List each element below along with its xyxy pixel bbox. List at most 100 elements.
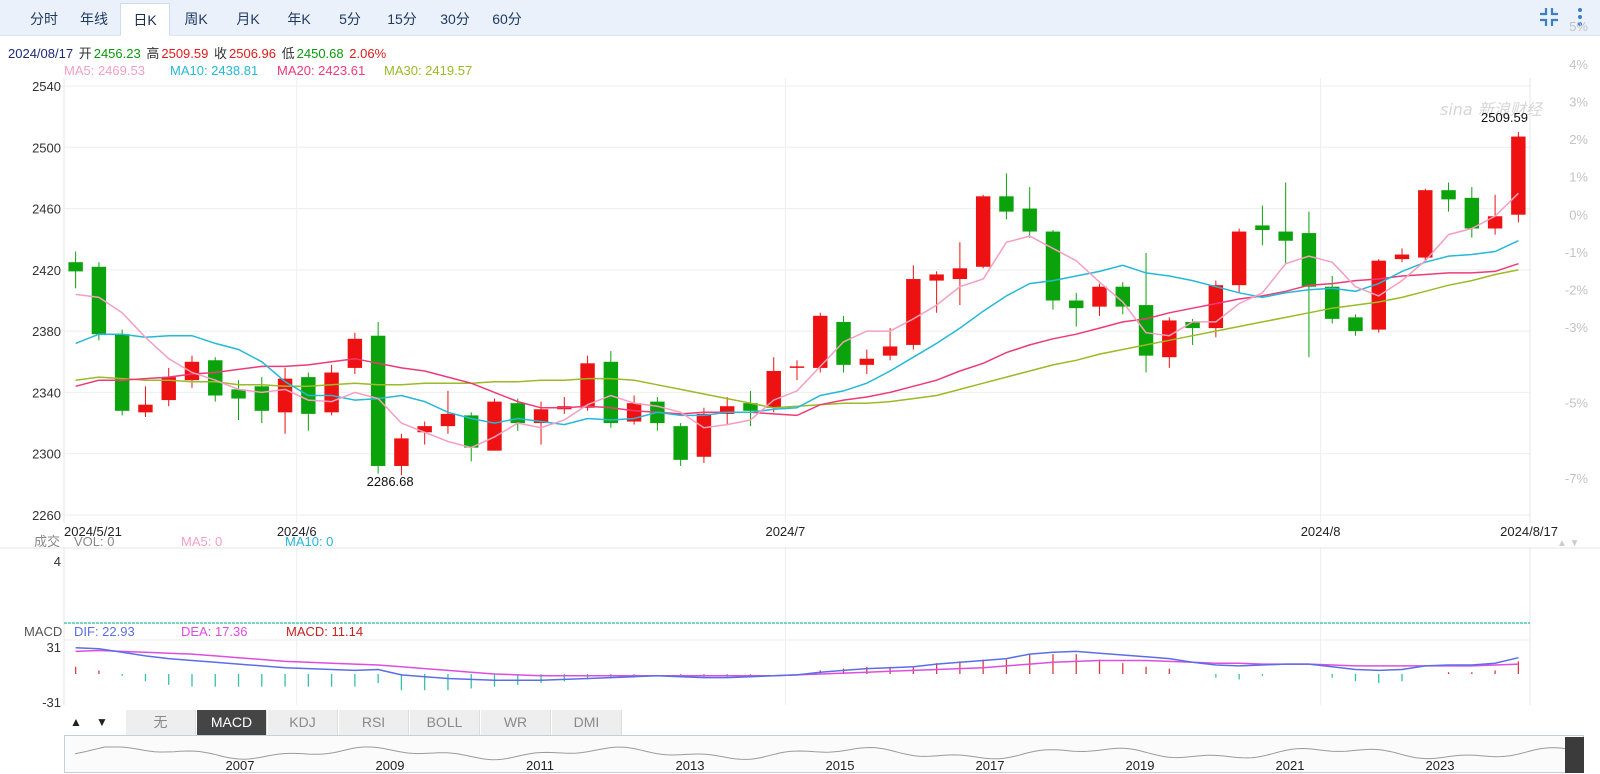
tab-daily-k[interactable]: 日K bbox=[120, 3, 170, 36]
y-tick-label: 2460 bbox=[32, 202, 61, 217]
candle bbox=[277, 367, 293, 434]
candle bbox=[1231, 228, 1247, 293]
high-label: 高 bbox=[146, 46, 160, 61]
candle bbox=[394, 433, 409, 476]
candle-body bbox=[487, 401, 502, 451]
candle bbox=[464, 412, 479, 462]
ma20-readout: MA20: 2423.61 bbox=[277, 63, 366, 78]
tab-5min[interactable]: 5分 bbox=[339, 11, 361, 27]
candle-body bbox=[719, 406, 735, 414]
vol-readout: VOL: 0 bbox=[74, 534, 114, 549]
candle bbox=[1069, 292, 1084, 327]
navigator-year-label: 2017 bbox=[976, 758, 1005, 773]
candle-body bbox=[813, 315, 828, 368]
candle-body bbox=[1441, 190, 1456, 200]
candle-body bbox=[603, 361, 619, 424]
candle bbox=[138, 386, 153, 417]
candle-body bbox=[1115, 286, 1130, 307]
candle-body bbox=[254, 386, 270, 411]
candle bbox=[487, 398, 502, 451]
candle-body bbox=[68, 262, 83, 272]
indicator-macd-button[interactable]: MACD bbox=[197, 710, 267, 735]
candle bbox=[1255, 205, 1270, 246]
candle bbox=[836, 315, 851, 373]
candle bbox=[114, 329, 130, 416]
tab-year-line[interactable]: 年线 bbox=[80, 11, 108, 27]
macd-title: MACD bbox=[24, 624, 62, 639]
candle-body bbox=[999, 196, 1014, 212]
candle-body bbox=[440, 413, 456, 427]
candle bbox=[1162, 317, 1177, 368]
ma5-readout: MA5: 2469.53 bbox=[64, 63, 145, 78]
range-navigator[interactable]: 2007 2009 2011 2013 2015 2017 2019 2021 2023 bbox=[64, 735, 1584, 773]
x-tick-label: 2024/8/17 bbox=[1500, 524, 1558, 539]
candle-body bbox=[929, 274, 944, 281]
candle bbox=[301, 372, 316, 431]
candle-body bbox=[1418, 190, 1433, 258]
indicator-up-button[interactable]: ▲ bbox=[70, 715, 82, 729]
candle bbox=[1511, 131, 1526, 223]
candle-body bbox=[789, 366, 805, 368]
candle-body bbox=[277, 378, 293, 413]
y-pct-label: -1% bbox=[1565, 245, 1589, 260]
more-options-icon[interactable] bbox=[1576, 6, 1584, 34]
navigator-year-label: 2019 bbox=[1126, 758, 1155, 773]
indicator-rsi-button[interactable]: RSI bbox=[339, 710, 409, 735]
y-tick-label: 2420 bbox=[32, 263, 61, 278]
tab-intraday[interactable]: 分时 bbox=[30, 11, 58, 27]
vol-ma5-readout: MA5: 0 bbox=[181, 534, 222, 549]
candle bbox=[975, 194, 991, 269]
candle bbox=[1487, 194, 1503, 235]
navigator-line bbox=[74, 746, 1566, 761]
macd-value-readout: MACD: 11.14 bbox=[286, 624, 363, 639]
candle-body bbox=[464, 415, 479, 448]
candle-body bbox=[161, 377, 176, 401]
y-tick-label: 2260 bbox=[32, 508, 61, 523]
macd-dea-line bbox=[75, 649, 1519, 677]
tab-15min[interactable]: 15分 bbox=[387, 11, 417, 27]
candle bbox=[719, 397, 735, 425]
candle-body bbox=[370, 335, 386, 466]
tab-weekly-k[interactable]: 周K bbox=[184, 11, 208, 27]
tab-30min[interactable]: 30分 bbox=[440, 11, 470, 27]
candle bbox=[91, 262, 107, 341]
tab-monthly-k[interactable]: 月K bbox=[236, 11, 260, 27]
y-pct-label: 5% bbox=[1569, 19, 1588, 34]
indicator-none-button[interactable]: 无 bbox=[126, 710, 196, 735]
candle-body bbox=[510, 403, 525, 424]
candle bbox=[1115, 282, 1130, 315]
candle bbox=[1092, 283, 1107, 316]
candle-body bbox=[975, 196, 991, 267]
low-label: 低 bbox=[281, 46, 295, 61]
candle bbox=[580, 355, 595, 411]
candle bbox=[1348, 314, 1363, 336]
candle-body bbox=[533, 409, 549, 424]
candle-body bbox=[1138, 305, 1154, 356]
indicator-kdj-button[interactable]: KDJ bbox=[268, 710, 338, 735]
candle bbox=[789, 360, 805, 381]
indicator-boll-button[interactable]: BOLL bbox=[410, 710, 480, 735]
candle bbox=[1022, 187, 1037, 238]
candle-body bbox=[859, 358, 875, 365]
indicator-wr-button[interactable]: WR bbox=[481, 710, 551, 735]
tab-60min[interactable]: 60分 bbox=[492, 11, 522, 27]
candle-body bbox=[417, 426, 432, 433]
candle bbox=[1301, 211, 1317, 358]
collapse-icon[interactable] bbox=[1538, 6, 1560, 34]
candle-body bbox=[1185, 321, 1200, 329]
indicator-dmi-button[interactable]: DMI bbox=[552, 710, 622, 735]
candle-body bbox=[1255, 225, 1270, 231]
candle bbox=[370, 321, 386, 474]
candle-body bbox=[1162, 320, 1177, 358]
indicator-down-button[interactable]: ▼ bbox=[96, 715, 108, 729]
candle-body bbox=[1278, 231, 1293, 241]
y-pct-label: -5% bbox=[1565, 396, 1589, 411]
candle bbox=[533, 401, 549, 445]
candle-body bbox=[1464, 197, 1480, 229]
kline-chart[interactable]: sina 新浪财经 2540 2500 2460 2420 2380 2340 2300 22… bbox=[0, 0, 1600, 710]
ma20-line bbox=[75, 262, 1519, 417]
tab-yearly-k[interactable]: 年K bbox=[287, 11, 311, 27]
candle-body bbox=[906, 279, 921, 345]
y-pct-label: 3% bbox=[1569, 94, 1588, 109]
candle bbox=[813, 312, 828, 373]
